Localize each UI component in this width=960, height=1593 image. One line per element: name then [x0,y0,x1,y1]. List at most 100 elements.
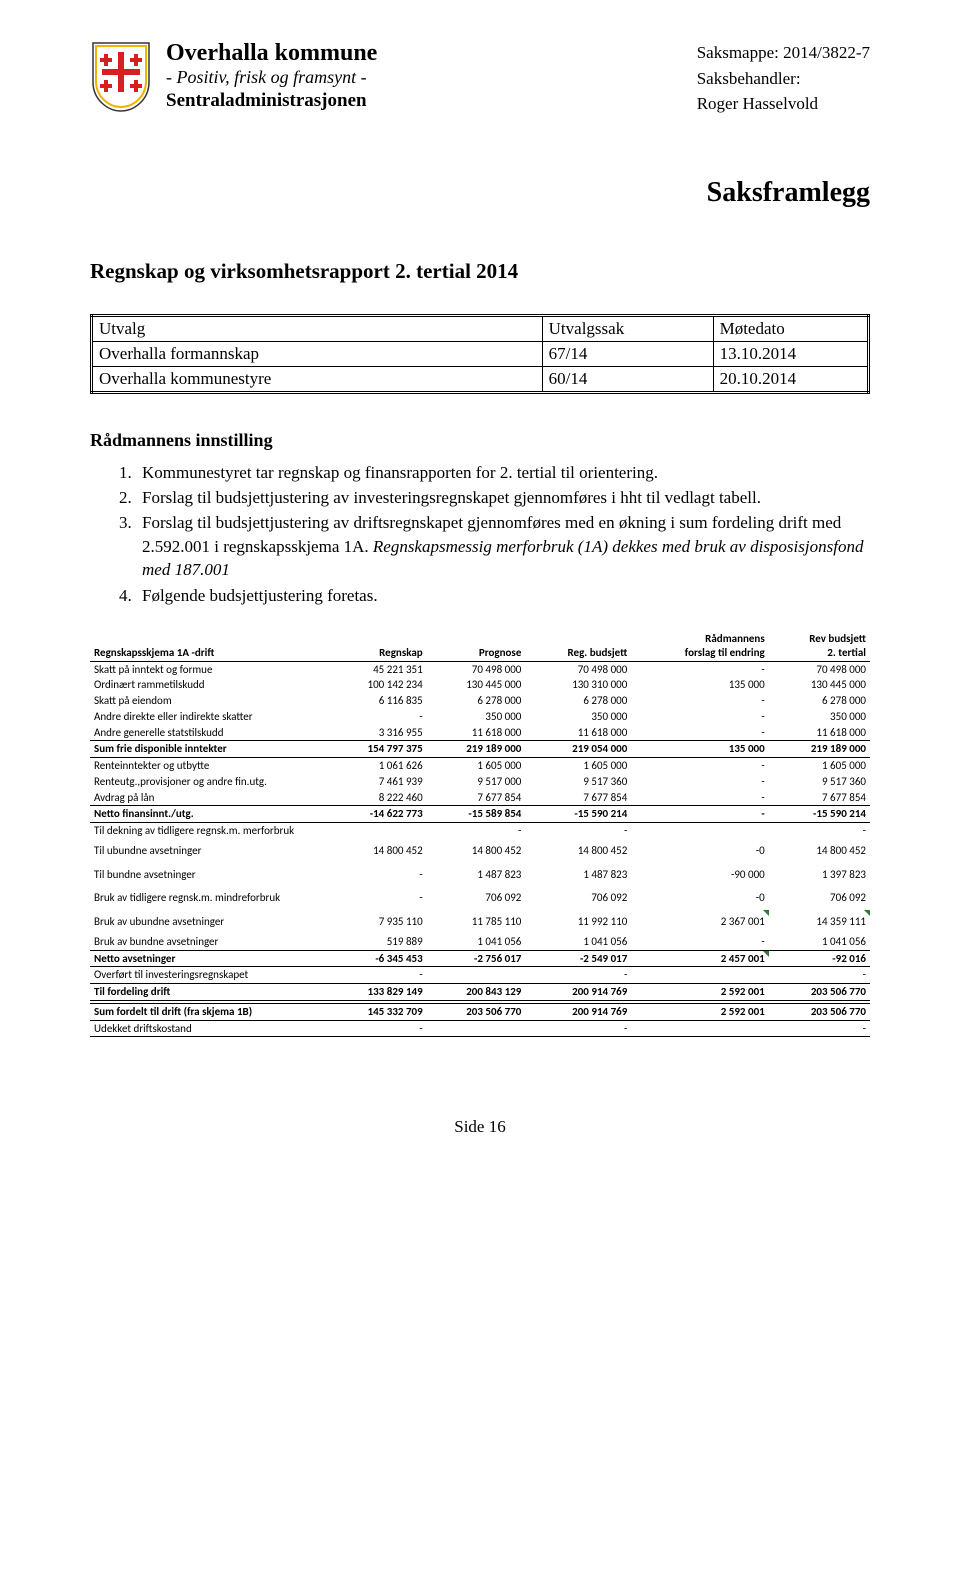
fin-value-cell: -14 622 773 [328,806,427,823]
fin-desc-cell: Netto avsetninger [90,950,328,967]
fin-row: Renteutg.,provisjoner og andre fin.utg.7… [90,774,870,790]
utvalg-row: Overhalla formannskap67/1413.10.2014 [92,341,869,366]
fin-row: Sum frie disponible inntekter154 797 375… [90,741,870,758]
fin-value-cell: 1 605 000 [769,758,870,774]
fin-desc-cell: Renteinntekter og utbytte [90,758,328,774]
fin-desc-cell: Skatt på eiendom [90,693,328,709]
utvalg-table: UtvalgUtvalgssakMøtedato Overhalla forma… [90,314,870,394]
fin-value-cell: - [769,967,870,984]
fin-row: Bruk av tidligere regnsk.m. mindreforbru… [90,886,870,910]
fin-value-cell: 14 800 452 [525,839,631,863]
fin-row: Skatt på inntekt og formue45 221 35170 4… [90,661,870,677]
fin-row: Ordinært rammetilskudd100 142 234130 445… [90,677,870,693]
fin-value-cell: 2 592 001 [631,984,768,1001]
fin-value-cell [427,967,526,984]
fin-value-cell: - [631,693,768,709]
fin-row: Bruk av bundne avsetninger519 889 1 041 0… [90,934,870,950]
fin-value-cell: - [525,1020,631,1037]
fin-value-cell: 2 592 001 [631,1003,768,1020]
fin-th-desc: Regnskapsskjema 1A -drift [90,631,328,661]
fin-value-cell: - [631,774,768,790]
fin-value-cell: 519 889 [328,934,427,950]
fin-value-cell: - [328,967,427,984]
fin-value-cell: -2 549 017 [525,950,631,967]
innstilling-heading: Rådmannens innstilling [90,430,870,451]
fin-value-cell: - [328,1020,427,1037]
fin-value-cell: 14 800 452 [328,839,427,863]
fin-value-cell: 70 498 000 [769,661,870,677]
innstilling-item: Følgende budsjettjustering foretas. [136,584,870,607]
fin-row: Til dekning av tidligere regnsk.m. merfo… [90,823,870,839]
org-title: Overhalla kommune [166,40,377,66]
fin-value-cell: 130 445 000 [769,677,870,693]
municipality-crest-icon [90,40,152,114]
fin-row: Andre generelle statstilskudd3 316 95511… [90,725,870,741]
fin-value-cell: 133 829 149 [328,984,427,1001]
fin-desc-cell: Skatt på inntekt og formue [90,661,328,677]
fin-value-cell: 7 677 854 [427,790,526,806]
innstilling-item: Forslag til budsjettjustering av driftsr… [136,511,870,581]
fin-value-cell [631,1020,768,1037]
saksmappe-label: Saksmappe: [697,43,779,62]
fin-value-cell: 7 677 854 [769,790,870,806]
fin-desc-cell: Til dekning av tidligere regnsk.m. merfo… [90,823,328,839]
fin-desc-cell: Bruk av bundne avsetninger [90,934,328,950]
org-department: Sentraladministrasjonen [166,90,377,113]
fin-value-cell [427,1020,526,1037]
fin-value-cell: 1 397 823 [769,863,870,887]
fin-row: Avdrag på lån8 222 4607 677 8547 677 854… [90,790,870,806]
fin-value-cell: 1 605 000 [427,758,526,774]
utvalg-cell: Overhalla kommunestyre [92,366,543,392]
fin-value-cell: 14 359 111 [769,910,870,934]
fin-value-cell: - [427,823,526,839]
fin-value-cell: 14 800 452 [769,839,870,863]
fin-value-cell: - [631,725,768,741]
fin-value-cell: 6 278 000 [769,693,870,709]
fin-value-cell: - [525,967,631,984]
fin-row: Udekket driftskostand--- [90,1020,870,1037]
innstilling-item: Forslag til budsjettjustering av investe… [136,486,870,509]
fin-value-cell: 6 278 000 [427,693,526,709]
utvalg-cell: 13.10.2014 [713,341,868,366]
fin-value-cell: 2 457 001 [631,950,768,967]
fin-value-cell: 11 618 000 [427,725,526,741]
fin-value-cell: 9 517 360 [769,774,870,790]
fin-desc-cell: Sum fordelt til drift (fra skjema 1B) [90,1003,328,1020]
fin-value-cell: 219 189 000 [769,741,870,758]
fin-value-cell: 706 092 [525,886,631,910]
fin-value-cell: 350 000 [769,709,870,725]
fin-value-cell: 1 487 823 [525,863,631,887]
fin-value-cell: 145 332 709 [328,1003,427,1020]
utvalg-header: Utvalgssak [542,315,713,341]
fin-value-cell: 130 445 000 [427,677,526,693]
fin-row: Til bundne avsetninger-1 487 8231 487 82… [90,863,870,887]
fin-value-cell: 219 189 000 [427,741,526,758]
innstilling-item: Kommunestyret tar regnskap og finansrapp… [136,461,870,484]
fin-row: Overført til investeringsregnskapet--- [90,967,870,984]
fin-desc-cell: Andre direkte eller indirekte skatter [90,709,328,725]
fin-value-cell: 100 142 234 [328,677,427,693]
fin-value-cell: 3 316 955 [328,725,427,741]
fin-value-cell [328,823,427,839]
fin-value-cell: - [631,758,768,774]
fin-value-cell: 8 222 460 [328,790,427,806]
fin-value-cell: -0 [631,839,768,863]
fin-value-cell: 203 506 770 [427,1003,526,1020]
fin-value-cell: 1 061 626 [328,758,427,774]
fin-value-cell: 200 914 769 [525,984,631,1001]
fin-value-cell: - [328,709,427,725]
fin-value-cell: 1 041 056 [525,934,631,950]
utvalg-cell: 67/14 [542,341,713,366]
fin-desc-cell: Netto finansinnt./utg. [90,806,328,823]
fin-desc-cell: Til fordeling drift [90,984,328,1001]
document-type-title: Saksframlegg [90,177,870,209]
fin-value-cell: -2 756 017 [427,950,526,967]
saksbehandler-name: Roger Hasselvold [697,91,870,117]
fin-value-cell: 11 618 000 [769,725,870,741]
fin-value-cell: 203 506 770 [769,1003,870,1020]
utvalg-cell: 20.10.2014 [713,366,868,392]
fin-th-radmannens: Rådmannensforslag til endring [631,631,768,661]
fin-value-cell: 9 517 360 [525,774,631,790]
fin-row: Skatt på eiendom6 116 8356 278 0006 278 … [90,693,870,709]
fin-desc-cell: Overført til investeringsregnskapet [90,967,328,984]
